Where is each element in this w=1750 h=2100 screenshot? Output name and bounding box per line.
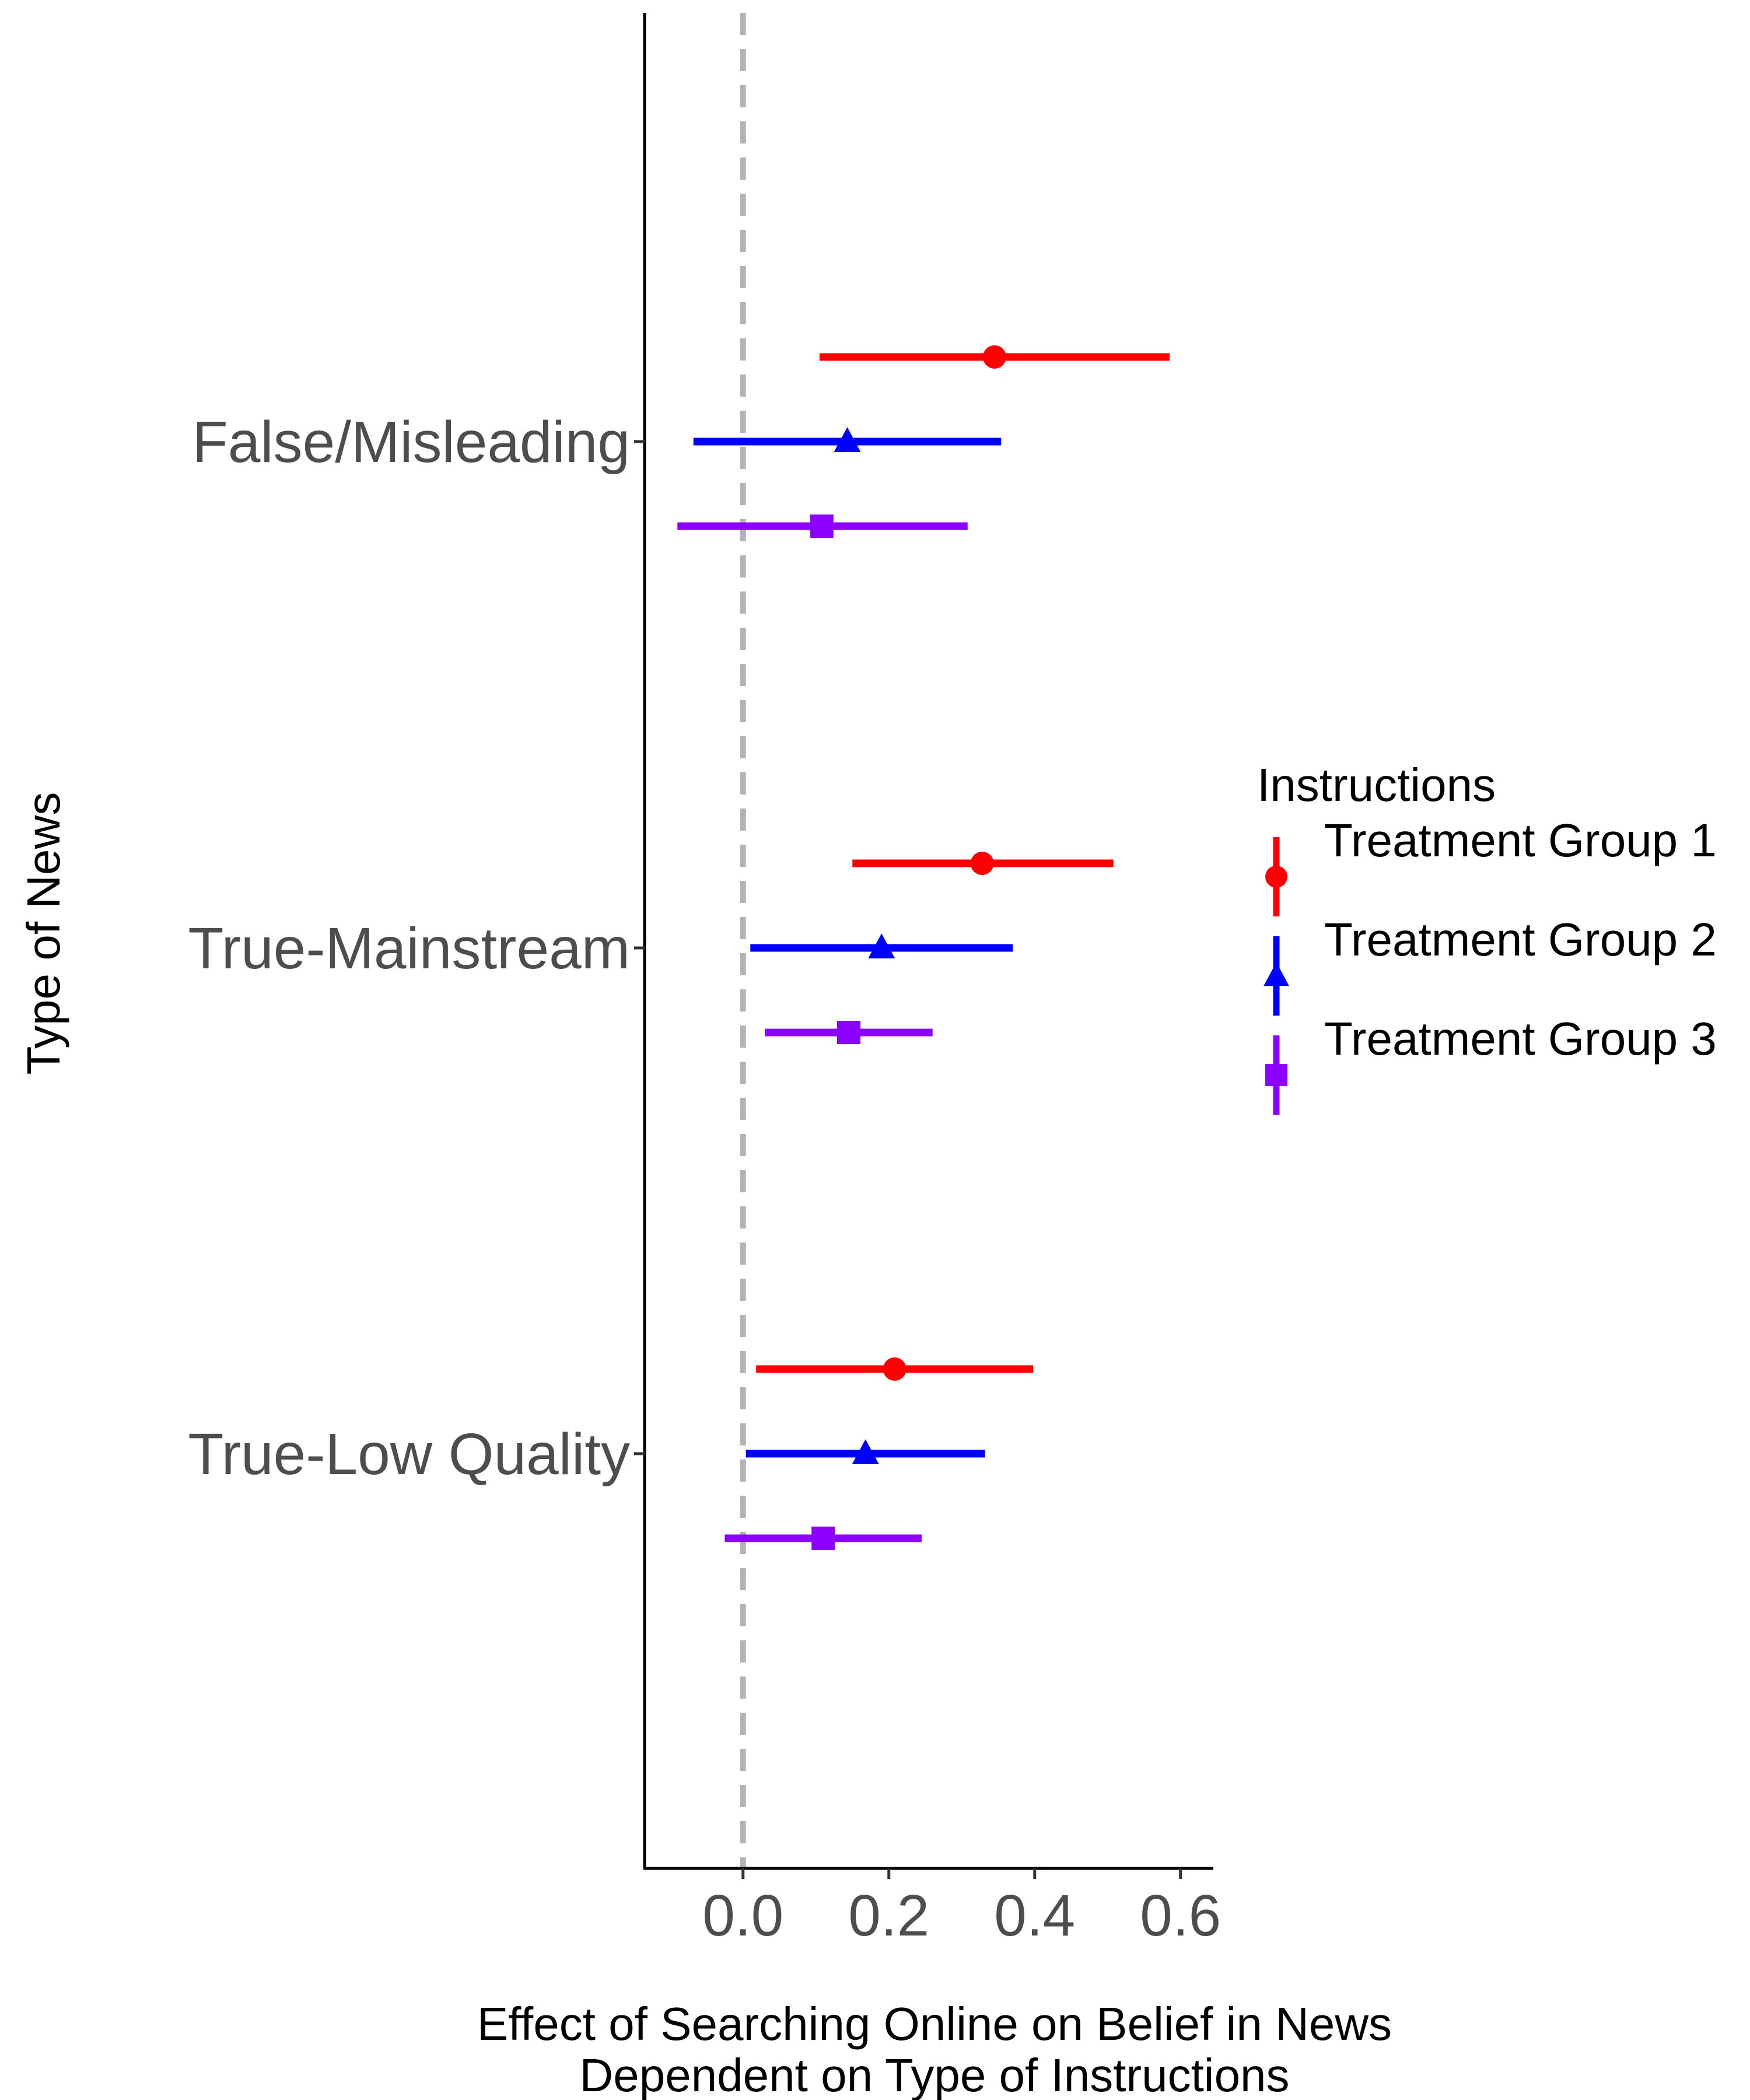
legend-label: Treatment Group 3: [1324, 1013, 1717, 1065]
series-1: [756, 345, 1170, 1381]
y-tick-label: True-Low Quality: [188, 1422, 630, 1487]
x-tick-label: 0.6: [1140, 1883, 1221, 1948]
y-axis-title: Type of News: [18, 792, 69, 1075]
point-estimate: [868, 933, 895, 958]
x-tick-label: 0.2: [848, 1883, 929, 1948]
x-axis-ticks: 0.0 0.2 0.4 0.6: [702, 1868, 1221, 1948]
legend-label: Treatment Group 2: [1324, 914, 1717, 965]
x-axis-title-line-2: Dependent on Type of Instructions: [579, 2049, 1289, 2100]
legend-label: Treatment Group 1: [1324, 814, 1717, 866]
y-tick-label: True-Mainstream: [188, 916, 630, 981]
legend-items: Treatment Group 1 Treatment Group 2 Treatm…: [1264, 814, 1717, 1115]
legend-title: Instructions: [1257, 759, 1496, 811]
x-axis-title-line-1: Effect of Searching Online on Belief in …: [477, 1998, 1392, 2050]
legend: Instructions Treatment Group 1Treatment …: [1257, 759, 1717, 1115]
point-estimate: [834, 427, 861, 452]
axes: [643, 13, 1213, 1870]
legend-key-marker: [1265, 1064, 1287, 1086]
point-estimate: [852, 1439, 879, 1464]
x-tick-label: 0.0: [702, 1883, 783, 1948]
series-3: [677, 514, 968, 1550]
point-estimate: [983, 345, 1006, 369]
point-estimate: [970, 852, 994, 875]
legend-item: Treatment Group 1: [1265, 814, 1717, 916]
series-2: [693, 427, 1013, 1464]
point-estimate: [837, 1021, 860, 1044]
legend-item: Treatment Group 2: [1264, 914, 1717, 1016]
y-axis-ticks: False/Misleading True-Mainstream True-Low …: [188, 410, 645, 1487]
x-tick-label: 0.4: [994, 1883, 1075, 1948]
y-tick-label: False/Misleading: [192, 410, 630, 475]
point-estimate: [883, 1357, 907, 1381]
legend-key-marker: [1265, 866, 1287, 888]
plot-area: [677, 13, 1170, 1868]
legend-key-marker: [1264, 962, 1289, 986]
legend-item: Treatment Group 3: [1265, 1013, 1717, 1115]
point-estimate: [811, 1527, 835, 1550]
point-estimate: [810, 514, 834, 538]
